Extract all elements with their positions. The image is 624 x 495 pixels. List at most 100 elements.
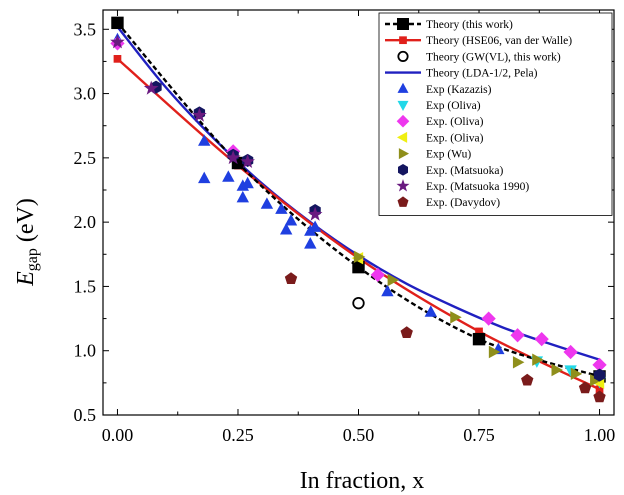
data-point: [595, 385, 604, 394]
y-axis-title-subscript: gap: [24, 248, 41, 271]
legend-marker: [397, 50, 409, 62]
data-point: [143, 80, 159, 95]
data-point: [353, 250, 366, 264]
data-point: [510, 328, 525, 343]
data-point: [521, 373, 534, 386]
data-point: [308, 220, 322, 232]
y-tick-label: 1.0: [74, 341, 97, 361]
data-point: [307, 206, 323, 221]
legend-marker: [397, 196, 409, 207]
data-point: [352, 296, 365, 310]
legend-label: Exp. (Davydov): [426, 197, 500, 209]
x-tick-label: 0.75: [463, 425, 495, 445]
data-point: [592, 357, 607, 372]
legend-label: Theory (GW(VL), this work): [426, 51, 561, 63]
series-layer: [110, 16, 607, 403]
legend-item: Exp (Kazazis): [397, 82, 492, 96]
data-point: [198, 134, 211, 146]
data-point: [370, 267, 385, 282]
legend-marker: [397, 82, 409, 93]
axes-layer: 0.00 0.25 0.50 0.75 1.00 0.5 1.0 1.5 2.0 2.5 3.0 3.…: [74, 10, 616, 445]
legend: Theory (this work) Theory (HSE06, van der…: [378, 12, 613, 216]
data-point: [590, 374, 602, 387]
data-point: [275, 202, 288, 214]
data-point: [387, 273, 400, 287]
y-tick-label: 1.5: [74, 276, 97, 296]
legend-item: Theory (GW(VL), this work): [397, 50, 561, 63]
legend-item: Theory (this work): [385, 18, 513, 31]
legend-marker: [397, 100, 409, 112]
legend-marker: [397, 18, 409, 30]
y-axis-title-unit: (eV): [13, 198, 39, 248]
legend-marker: [399, 36, 407, 45]
legend-label: Theory (this work): [426, 19, 513, 31]
data-point: [534, 332, 549, 347]
legend-marker: [396, 131, 408, 143]
data-point: [450, 311, 462, 324]
legend-item: Exp. (Davydov): [397, 196, 500, 209]
data-point: [241, 176, 254, 189]
legend-label: Exp. (Oliva): [426, 116, 484, 128]
data-point: [578, 381, 592, 394]
data-point: [260, 197, 274, 209]
x-tick-label: 0.50: [343, 425, 375, 445]
legend-label: Exp. (Matsuoka): [426, 165, 503, 177]
data-point: [225, 150, 241, 165]
data-point: [240, 153, 255, 168]
legend-item: Exp. (Matsuoka): [397, 164, 503, 177]
data-point: [381, 284, 394, 297]
legend-label: Exp. (Oliva): [426, 132, 484, 144]
data-point: [113, 55, 122, 63]
x-axis-title: In fraction, x: [300, 468, 425, 494]
x-tick-label: 1.00: [584, 425, 616, 445]
data-point: [192, 107, 207, 122]
data-point: [304, 237, 317, 249]
data-point: [424, 305, 438, 317]
legend-box: [378, 12, 613, 216]
data-point: [284, 272, 298, 284]
data-point: [593, 368, 606, 382]
legend-label: Exp (Wu): [426, 149, 471, 161]
legend-item: Exp. (Oliva): [396, 114, 484, 128]
legend-label: Theory (HSE06, van der Walle): [426, 35, 572, 47]
x-tick-label: 0.25: [222, 425, 254, 445]
data-point: [111, 16, 124, 30]
legend-marker: [396, 114, 410, 128]
data-point: [472, 332, 486, 346]
legend-marker: [396, 179, 410, 192]
data-point: [532, 353, 544, 366]
data-point: [481, 311, 496, 326]
series-11: [110, 34, 323, 221]
legend-item: Exp. (Oliva): [396, 131, 484, 144]
data-point: [400, 326, 413, 338]
legend-item: Exp (Oliva): [397, 100, 481, 112]
y-tick-label: 3.0: [74, 84, 97, 104]
data-point: [222, 170, 235, 182]
y-axis-title-symbol: E: [13, 271, 39, 287]
data-point: [475, 327, 483, 336]
x-tick-label: 0.00: [102, 425, 134, 445]
legend-marker: [398, 148, 410, 160]
series-12: [284, 272, 606, 403]
legend-item: Exp (Wu): [398, 148, 471, 161]
data-point: [198, 171, 211, 184]
data-point: [564, 365, 577, 377]
y-axis-title: Egap (eV): [13, 198, 41, 287]
data-point: [512, 356, 525, 369]
data-point: [488, 345, 501, 359]
y-tick-label: 3.5: [74, 19, 97, 39]
legend-label: Exp (Kazazis): [426, 84, 492, 96]
y-tick-label: 2.5: [74, 148, 97, 168]
legend-label: Exp. (Matsuoka 1990): [426, 181, 529, 193]
data-point: [352, 260, 365, 274]
series-7: [110, 36, 607, 372]
legend-label: Exp (Oliva): [426, 100, 481, 112]
data-point: [593, 390, 606, 403]
data-point: [551, 363, 563, 377]
legend-item: Theory (HSE06, van der Walle): [385, 35, 572, 47]
legend-marker: [397, 164, 409, 176]
y-tick-label: 0.5: [74, 405, 97, 425]
data-point: [570, 367, 583, 381]
series-9: [353, 250, 602, 387]
